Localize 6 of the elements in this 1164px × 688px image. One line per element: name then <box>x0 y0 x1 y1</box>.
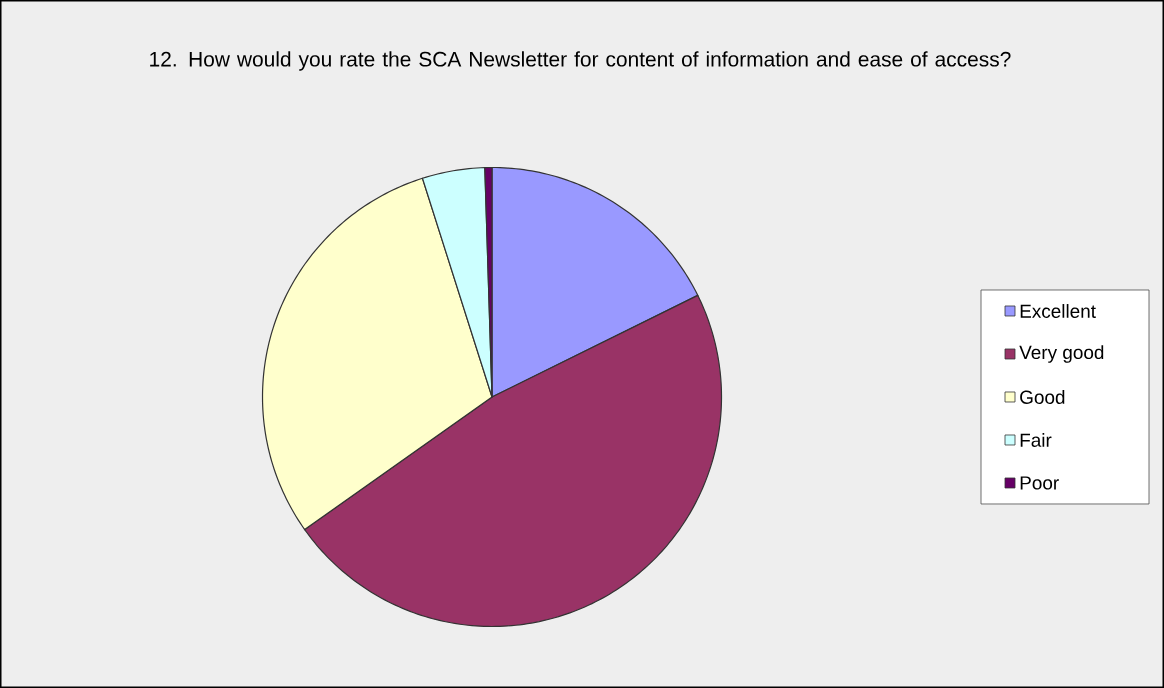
legend-label: Good <box>1020 390 1065 404</box>
chart-title: 12. How would you rate the SCA Newsletter for content of information and ease of access? <box>150 51 1011 71</box>
legend-label: Fair <box>1020 433 1052 447</box>
legend-label: Very good <box>1019 345 1104 363</box>
legend-label: Poor <box>1020 476 1059 490</box>
legend-label: Excellent <box>1020 304 1096 318</box>
